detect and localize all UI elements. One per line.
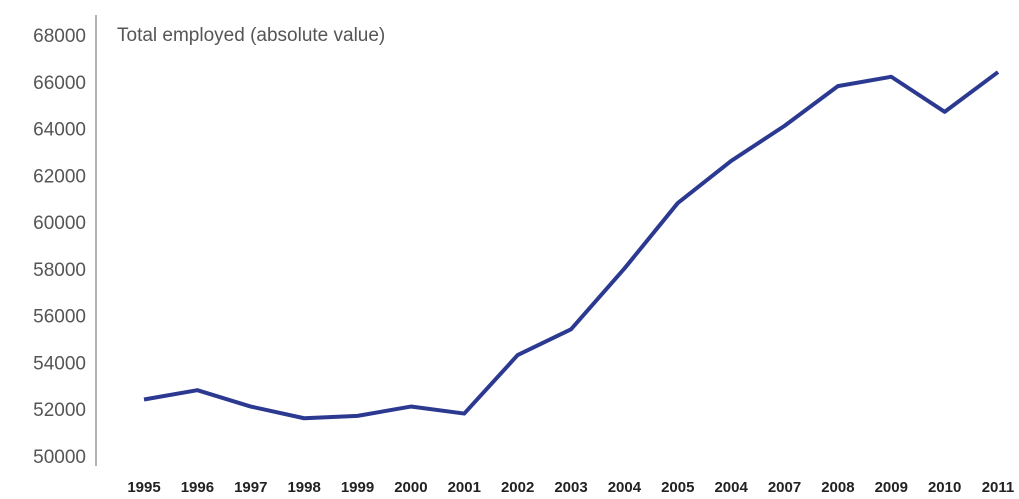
y-tick-label: 58000 <box>33 260 86 281</box>
y-tick-label: 66000 <box>33 73 86 94</box>
x-tick-label: 2004 <box>608 479 642 496</box>
y-tick-label: 68000 <box>33 26 86 47</box>
x-tick-label: 2003 <box>554 479 587 496</box>
x-tick-label: 2005 <box>661 479 694 496</box>
y-tick-label: 50000 <box>33 447 86 468</box>
y-tick-label: 52000 <box>33 400 86 421</box>
y-tick-label: 54000 <box>33 353 86 374</box>
line-series <box>143 70 1000 421</box>
y-tick-label: 56000 <box>33 307 86 328</box>
y-tick-label: 60000 <box>33 213 86 234</box>
x-tick-label: 2008 <box>821 479 854 496</box>
x-tick-label: 2007 <box>768 479 801 496</box>
x-tick-label: 2004 <box>714 479 748 496</box>
x-tick-label: 1995 <box>127 479 160 496</box>
x-tick-label: 1999 <box>341 479 374 496</box>
x-tick-label: 2011 <box>982 479 1015 496</box>
x-tick-label: 1997 <box>234 479 267 496</box>
y-tick-label: 62000 <box>33 166 86 187</box>
x-tick-label: 1998 <box>287 479 320 496</box>
chart-title: Total employed (absolute value) <box>117 25 385 46</box>
y-tick-label: 64000 <box>33 120 86 141</box>
x-tick-label: 1996 <box>181 479 214 496</box>
x-tick-label: 2001 <box>448 479 481 496</box>
x-tick-label: 2000 <box>394 479 427 496</box>
x-tick-label: 2010 <box>928 479 961 496</box>
x-tick-label: 2009 <box>875 479 908 496</box>
x-tick-label: 2002 <box>501 479 534 496</box>
